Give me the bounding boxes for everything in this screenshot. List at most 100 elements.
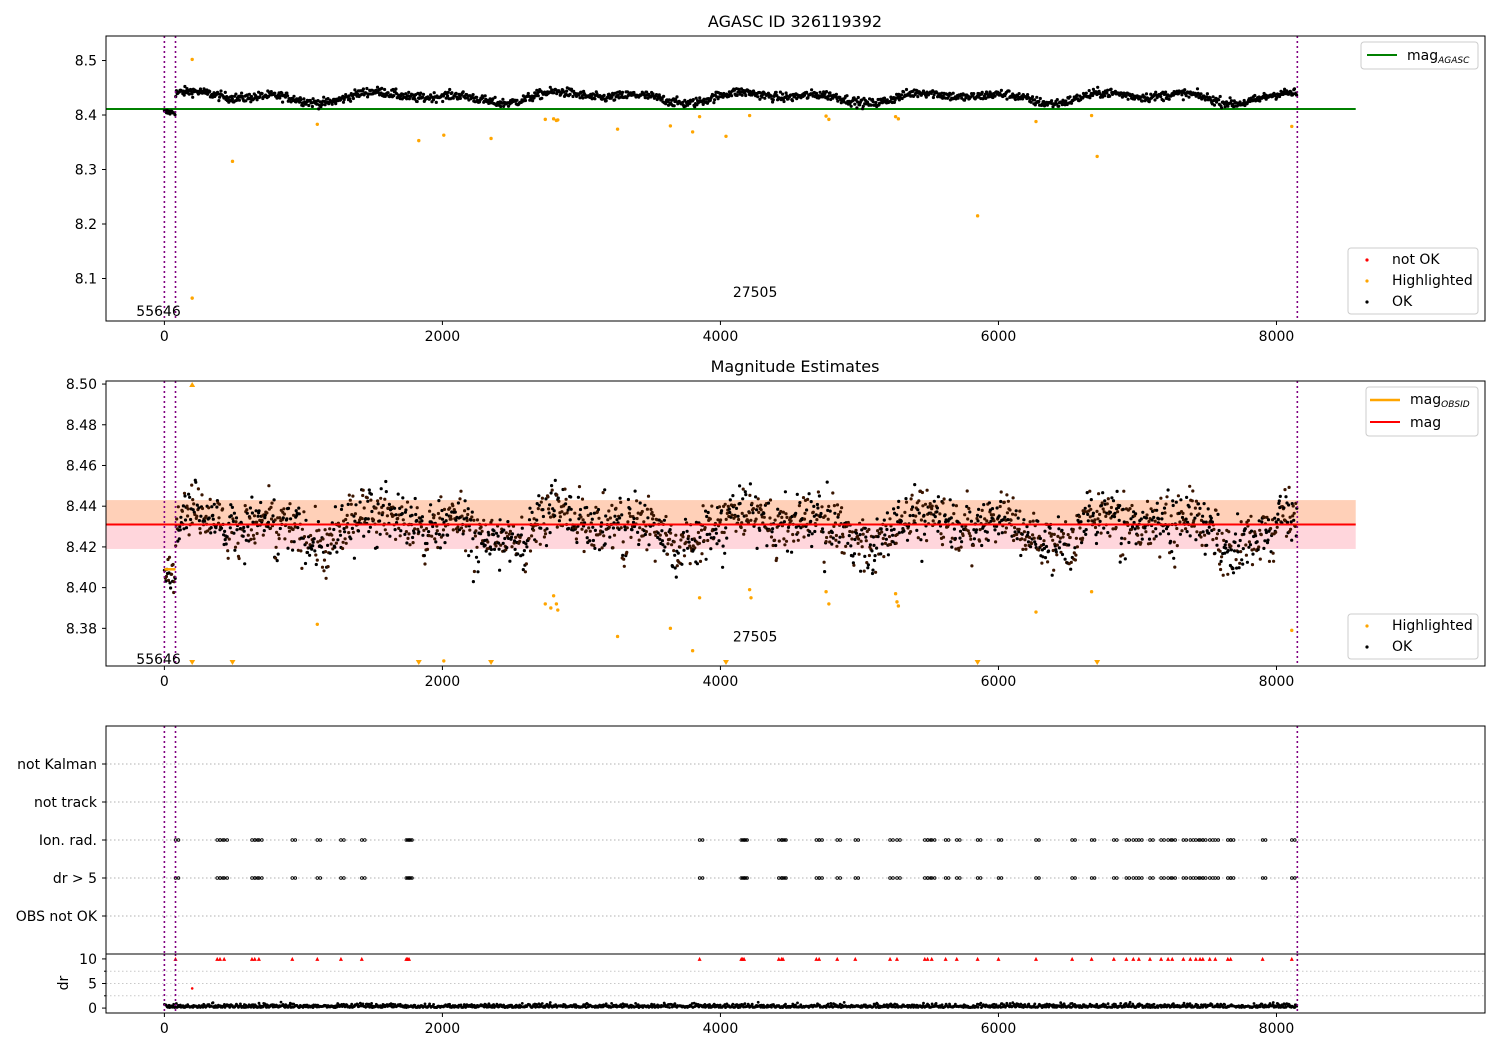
panel2-ok-point: [1223, 543, 1227, 547]
panel2-ok-point: [919, 518, 924, 522]
panel2-ok-point: [915, 528, 919, 533]
panel1-legend-notok-marker: [1365, 258, 1369, 262]
panel1-ok-point: [501, 97, 505, 101]
panel2-ok-point: [992, 519, 996, 523]
panel2-highlighted-point: [615, 634, 620, 639]
panel2-ok-point: [1289, 527, 1293, 531]
panel2-ok-point: [466, 507, 470, 511]
panel2-ok-point: [300, 527, 304, 531]
panel2-ok-point: [1184, 527, 1188, 531]
panel2-ok-point: [1003, 530, 1007, 534]
panel2-ok-point: [722, 530, 726, 535]
panel2-ok-point: [540, 496, 545, 500]
panel2-ok-point: [1167, 532, 1171, 536]
panel2-ok-point: [785, 549, 790, 553]
panel2-ok-point: [1214, 536, 1219, 541]
panel1-highlighted-point: [1095, 154, 1099, 159]
panel2-ok-point: [270, 501, 274, 505]
panel1-ok-point: [1153, 98, 1157, 102]
panel2-ok-point: [449, 514, 453, 518]
panel2-ok-point: [352, 556, 356, 560]
panel4-dr-point: [604, 1002, 608, 1006]
panel2-ok-point: [544, 497, 548, 501]
panel2-ok-point: [619, 500, 623, 504]
panel1-ok-point: [182, 93, 186, 97]
panel1-ok-point: [471, 93, 475, 97]
panel2-xtick-label-1: 2000: [425, 674, 461, 690]
panel2-ok-point: [275, 559, 279, 563]
panel2-ok-point: [537, 494, 541, 498]
panel1-annotation-start: 55646: [136, 304, 181, 320]
panel2-ok-point: [809, 500, 813, 504]
panel2-ok-point: [566, 508, 570, 512]
panel2-ok-point: [860, 545, 864, 549]
panel2-ok-point: [320, 565, 325, 569]
panel2-ok-point: [846, 541, 850, 546]
panel2-ok-point: [548, 531, 552, 535]
panel2-ok-point: [467, 554, 471, 558]
panel2-ok-point: [582, 549, 586, 554]
panel2-ok-point: [549, 515, 553, 519]
panel1-ok-point: [461, 90, 465, 94]
panel2-ok-point: [1067, 543, 1071, 547]
panel2-ok-point: [966, 517, 970, 521]
panel2-ok-point: [651, 517, 655, 521]
panel1-ok-point: [552, 91, 556, 95]
panel1-ok-point: [1038, 96, 1042, 101]
panel2-ok-point: [638, 501, 642, 505]
panel1-ok-point: [1091, 93, 1095, 98]
panel2-ok-point: [922, 513, 926, 518]
panel3-flag-point: [1070, 838, 1074, 842]
panel3-flag-point: [1290, 876, 1294, 880]
panel2-ok-point: [622, 557, 626, 561]
panel2-ok-point: [286, 506, 291, 510]
panel2-ok-point: [282, 512, 286, 516]
panel1-ok-point: [1075, 93, 1079, 97]
panel1-ok-point: [421, 92, 426, 96]
panel1-ok-point: [454, 91, 458, 95]
panel3-flag-point: [895, 876, 899, 880]
panel2-ok-point: [928, 502, 932, 506]
panel1-ok-point: [311, 97, 315, 101]
panel2-ok-point: [642, 520, 646, 524]
panel2-ok-point: [608, 516, 613, 520]
panel2-legend-points: Highlighted OK: [1347, 613, 1479, 660]
panel2-ok-point: [431, 524, 435, 529]
panel1-ok-point: [475, 95, 479, 99]
panel1-ok-point: [1275, 95, 1279, 100]
panel2-ok-point: [506, 536, 510, 541]
panel3-flag-point: [891, 838, 895, 842]
panel2-ok-point: [494, 544, 498, 548]
panel2-ok-point: [352, 514, 356, 518]
panel2-ok-point: [312, 537, 316, 541]
panel1-ok-point: [845, 94, 849, 98]
panel3-flag-points: [173, 838, 1297, 880]
panel2-ok-point: [656, 531, 660, 535]
panel2-ytick-label-5: 8.48: [66, 418, 97, 434]
panel2-ok-point: [816, 490, 821, 494]
panel2-ok-point: [1018, 509, 1022, 513]
panel2-highlighted-point: [895, 600, 899, 604]
panel2-ok-point: [1147, 537, 1152, 541]
panel1-ok-point: [218, 95, 222, 99]
panel2-ok-point: [669, 531, 673, 535]
panel2-ok-point: [199, 514, 203, 518]
panel3-flag-point: [215, 876, 219, 880]
panel2-ok-point: [1157, 517, 1161, 521]
panel2-ok-point: [723, 551, 727, 555]
panel1-ok-point: [885, 98, 889, 102]
panel2-ok-point: [439, 495, 443, 499]
panel2-ok-point: [1011, 512, 1015, 516]
panel2-ok-point: [1074, 536, 1078, 540]
panel2-ok-point: [1002, 500, 1006, 504]
panel2-ok-point: [164, 574, 168, 579]
panel2-ok-point: [310, 547, 314, 551]
panel2-ok-point: [813, 529, 817, 534]
panel2-ok-point: [297, 512, 301, 516]
panel2-ok-point: [293, 525, 297, 529]
panel2-ok-point: [923, 519, 927, 523]
panel1-ok-point: [230, 97, 234, 101]
panel2-below-limit-marker: [189, 660, 196, 665]
panel1-highlighted-point: [975, 214, 980, 218]
panel2-ok-point: [755, 546, 759, 551]
